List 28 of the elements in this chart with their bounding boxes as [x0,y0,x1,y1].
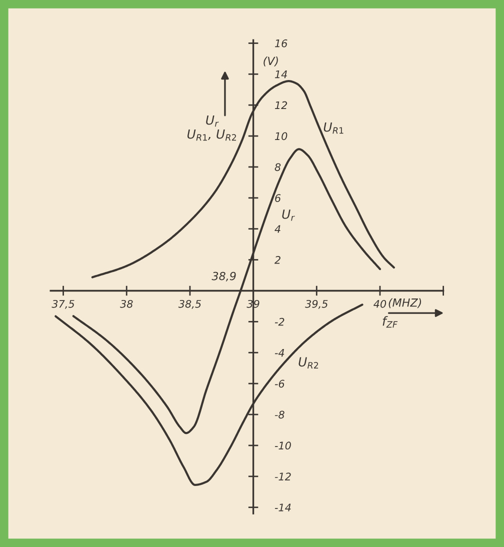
y-tick-label: -8 [274,410,284,419]
y-tick-label: -10 [274,442,291,450]
y-tick-label: -4 [274,348,284,357]
y-tick-label: 16 [274,39,288,48]
x-tick-label: 39,5 [305,300,328,309]
y-tick-label: -6 [274,380,284,388]
series-label: U$_{R2}$ [298,357,318,368]
series-label: U$_{R1}$ [324,122,344,134]
x-tick-label: 38,5 [178,300,201,309]
series-label: U$_{r}$ [282,210,295,221]
y-tick-label: 2 [274,256,280,264]
x-axis-title: f$_{ZF}$ [382,316,398,328]
x-tick-label: 40 [374,300,386,308]
y-tick-label: 10 [274,132,288,140]
x-tick-label: 38 [120,300,133,308]
annotation: (MHZ) [388,298,422,308]
y-tick-label: 4 [274,225,280,233]
x-tick-label: 37,5 [52,300,74,309]
annotation: 38,9 [212,272,236,282]
y-tick-label: 8 [274,163,281,172]
y-tick-label: -2 [274,318,284,326]
y-tick-label: -14 [274,504,291,512]
y-tick-label: 14 [274,70,287,78]
y-tick-label: -12 [274,472,291,480]
text: U$_{r}$ U$_{R1}$, U$_{R2}$ [187,115,236,141]
y-tick-label: 12 [274,101,288,110]
annotation: (V) [264,56,278,66]
y-tick-label: 6 [275,194,281,202]
